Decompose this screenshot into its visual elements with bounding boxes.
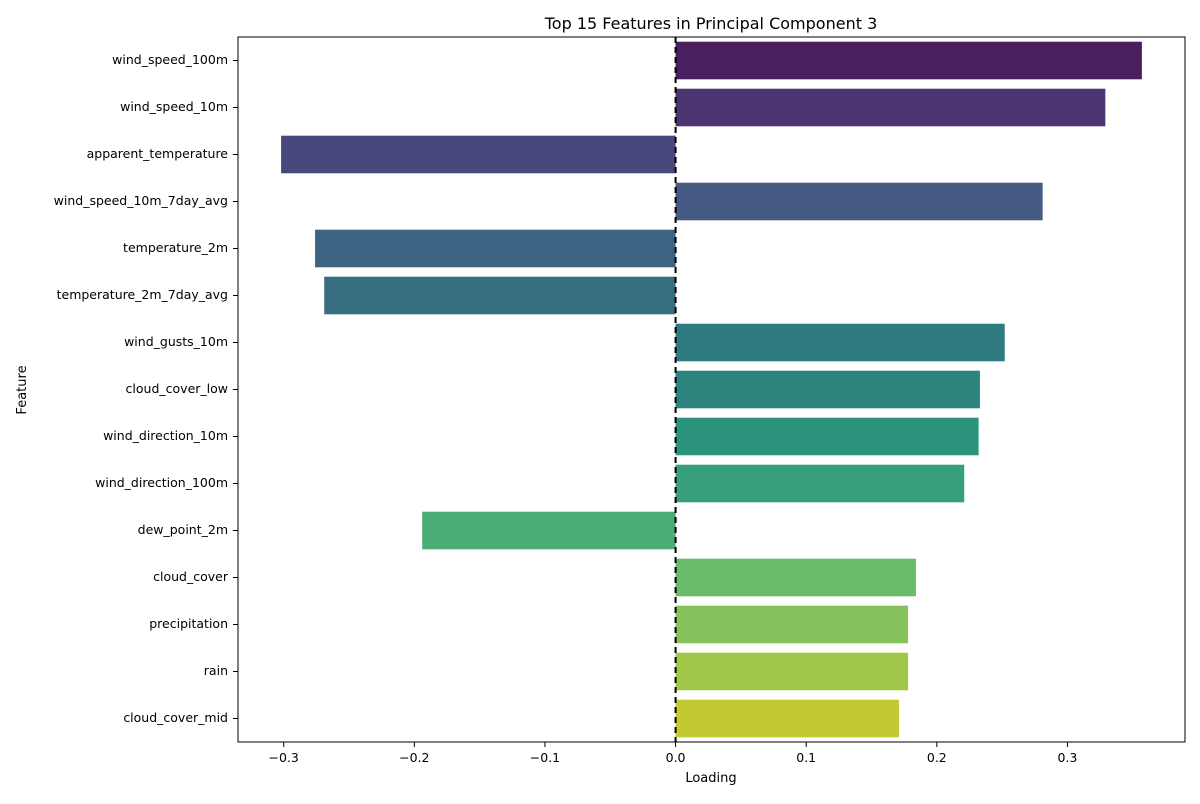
- x-tick-label: 0.2: [927, 750, 947, 765]
- bar-apparent-temperature: [281, 135, 676, 174]
- x-axis: −0.3 −0.2 −0.1 0.0 0.1 0.2 0.3: [269, 742, 1077, 765]
- y-tick-label: apparent_temperature: [87, 146, 229, 161]
- y-tick-label: temperature_2m_7day_avg: [57, 287, 228, 302]
- bar-dew-point-2m: [422, 511, 676, 550]
- bar-wind-direction-10m: [675, 417, 979, 456]
- y-tick-label: dew_point_2m: [138, 522, 228, 537]
- y-tick-label: temperature_2m: [123, 240, 228, 255]
- bar-cloud-cover: [675, 558, 916, 597]
- bar-cloud-cover-mid: [675, 699, 899, 738]
- x-tick-label: −0.2: [399, 750, 429, 765]
- bar-temperature-2m-7day-avg: [324, 276, 676, 315]
- y-tick-label: cloud_cover_low: [126, 381, 228, 396]
- x-tick-label: −0.1: [530, 750, 560, 765]
- y-tick-label: cloud_cover_mid: [123, 710, 228, 725]
- y-tick-label: wind_direction_10m: [103, 428, 228, 443]
- x-tick-label: 0.0: [666, 750, 686, 765]
- y-tick-label: wind_speed_10m_7day_avg: [54, 193, 228, 208]
- bar-wind-speed-10m-7day-avg: [675, 182, 1043, 221]
- bar-wind-speed-10m: [675, 88, 1106, 127]
- y-tick-label: cloud_cover: [153, 569, 229, 584]
- y-tick-label: precipitation: [149, 616, 228, 631]
- bar-rain: [675, 652, 909, 691]
- bar-wind-direction-100m: [675, 464, 965, 503]
- bar-wind-speed-100m: [675, 41, 1142, 80]
- y-tick-label: wind_speed_100m: [112, 52, 228, 67]
- chart-title: Top 15 Features in Principal Component 3: [544, 14, 878, 33]
- y-tick-label: rain: [204, 663, 228, 678]
- bar-cloud-cover-low: [675, 370, 980, 409]
- y-tick-label: wind_speed_10m: [120, 99, 228, 114]
- y-axis: wind_speed_100m wind_speed_10m apparent_te…: [54, 52, 238, 725]
- y-axis-label: Feature: [15, 365, 30, 414]
- y-tick-label: wind_direction_100m: [95, 475, 228, 490]
- bar-wind-gusts-10m: [675, 323, 1005, 362]
- bars-layer: [281, 41, 1142, 738]
- x-tick-label: −0.3: [269, 750, 299, 765]
- x-tick-label: 0.3: [1057, 750, 1077, 765]
- x-tick-label: 0.1: [796, 750, 816, 765]
- bar-temperature-2m: [315, 229, 676, 268]
- y-tick-label: wind_gusts_10m: [124, 334, 228, 349]
- x-axis-label: Loading: [685, 771, 736, 786]
- bar-precipitation: [675, 605, 909, 644]
